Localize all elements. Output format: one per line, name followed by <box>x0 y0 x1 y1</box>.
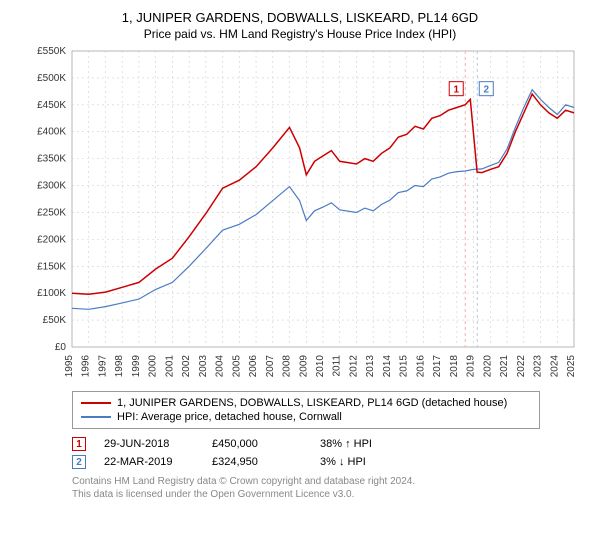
legend: 1, JUNIPER GARDENS, DOBWALLS, LISKEARD, … <box>72 391 540 429</box>
svg-text:1: 1 <box>453 85 459 96</box>
footer-attribution: Contains HM Land Registry data © Crown c… <box>72 475 580 501</box>
marker-date: 22-MAR-2019 <box>104 456 194 468</box>
legend-swatch <box>81 416 111 418</box>
marker-row: 2 22-MAR-2019 £324,950 3% ↓ HPI <box>72 455 580 469</box>
svg-text:1995: 1995 <box>64 355 75 378</box>
svg-text:2008: 2008 <box>282 355 293 378</box>
svg-text:1999: 1999 <box>131 355 142 378</box>
svg-text:2002: 2002 <box>181 355 192 378</box>
svg-text:2006: 2006 <box>248 355 259 378</box>
chart-svg: £0 £50K £100K £150K £200K £250K £300K £350K £400… <box>20 47 580 383</box>
legend-label: 1, JUNIPER GARDENS, DOBWALLS, LISKEARD, … <box>117 397 507 409</box>
svg-text:2001: 2001 <box>164 355 175 378</box>
svg-text:2018: 2018 <box>449 355 460 378</box>
chart-container: 1, JUNIPER GARDENS, DOBWALLS, LISKEARD, … <box>0 0 600 560</box>
svg-text:1998: 1998 <box>114 355 125 378</box>
svg-text:2005: 2005 <box>231 355 242 378</box>
svg-text:2020: 2020 <box>482 355 493 378</box>
svg-text:2014: 2014 <box>382 355 393 378</box>
marker-hpi: 3% ↓ HPI <box>320 456 410 468</box>
svg-text:2025: 2025 <box>566 355 577 378</box>
chart-subtitle: Price paid vs. HM Land Registry's House … <box>20 27 580 41</box>
svg-text:2024: 2024 <box>549 355 560 378</box>
svg-text:£350K: £350K <box>37 154 66 165</box>
svg-text:£150K: £150K <box>37 261 66 272</box>
legend-item: 1, JUNIPER GARDENS, DOBWALLS, LISKEARD, … <box>81 396 531 410</box>
svg-text:1996: 1996 <box>81 355 92 378</box>
svg-text:2003: 2003 <box>198 355 209 378</box>
svg-text:2021: 2021 <box>499 355 510 378</box>
svg-text:2012: 2012 <box>348 355 359 378</box>
marker-price: £324,950 <box>212 456 302 468</box>
svg-text:2022: 2022 <box>516 355 527 378</box>
svg-text:2013: 2013 <box>365 355 376 378</box>
svg-text:2007: 2007 <box>265 355 276 378</box>
svg-text:£100K: £100K <box>37 288 66 299</box>
marker-date: 29-JUN-2018 <box>104 438 194 450</box>
svg-text:2000: 2000 <box>148 355 159 378</box>
svg-text:1997: 1997 <box>97 355 108 378</box>
marker-list: 1 29-JUN-2018 £450,000 38% ↑ HPI 2 22-MAR-201… <box>20 437 580 469</box>
marker-hpi: 38% ↑ HPI <box>320 438 410 450</box>
chart-area: £0 £50K £100K £150K £200K £250K £300K £350K £400… <box>20 47 580 383</box>
svg-text:2023: 2023 <box>533 355 544 378</box>
svg-text:£550K: £550K <box>37 47 66 57</box>
marker-row: 1 29-JUN-2018 £450,000 38% ↑ HPI <box>72 437 580 451</box>
marker-badge: 1 <box>72 437 86 451</box>
svg-text:2004: 2004 <box>215 355 226 378</box>
legend-label: HPI: Average price, detached house, Corn… <box>117 411 342 423</box>
legend-item: HPI: Average price, detached house, Corn… <box>81 410 531 424</box>
svg-text:2011: 2011 <box>332 355 343 377</box>
svg-text:£300K: £300K <box>37 181 66 192</box>
svg-text:£500K: £500K <box>37 73 66 84</box>
svg-text:2: 2 <box>484 85 490 96</box>
chart-title: 1, JUNIPER GARDENS, DOBWALLS, LISKEARD, … <box>20 10 580 25</box>
svg-text:£450K: £450K <box>37 100 66 111</box>
svg-text:£250K: £250K <box>37 207 66 218</box>
svg-text:2017: 2017 <box>432 355 443 378</box>
svg-text:£200K: £200K <box>37 234 66 245</box>
svg-text:2019: 2019 <box>466 355 477 378</box>
svg-text:2016: 2016 <box>415 355 426 378</box>
svg-text:£0: £0 <box>55 342 67 353</box>
footer-line-1: Contains HM Land Registry data © Crown c… <box>72 475 580 488</box>
legend-swatch <box>81 402 111 404</box>
svg-text:2010: 2010 <box>315 355 326 378</box>
svg-text:£50K: £50K <box>43 315 67 326</box>
svg-text:2009: 2009 <box>298 355 309 378</box>
marker-price: £450,000 <box>212 438 302 450</box>
svg-text:£400K: £400K <box>37 127 66 138</box>
footer-line-2: This data is licensed under the Open Gov… <box>72 488 580 501</box>
svg-text:2015: 2015 <box>399 355 410 378</box>
marker-badge: 2 <box>72 455 86 469</box>
